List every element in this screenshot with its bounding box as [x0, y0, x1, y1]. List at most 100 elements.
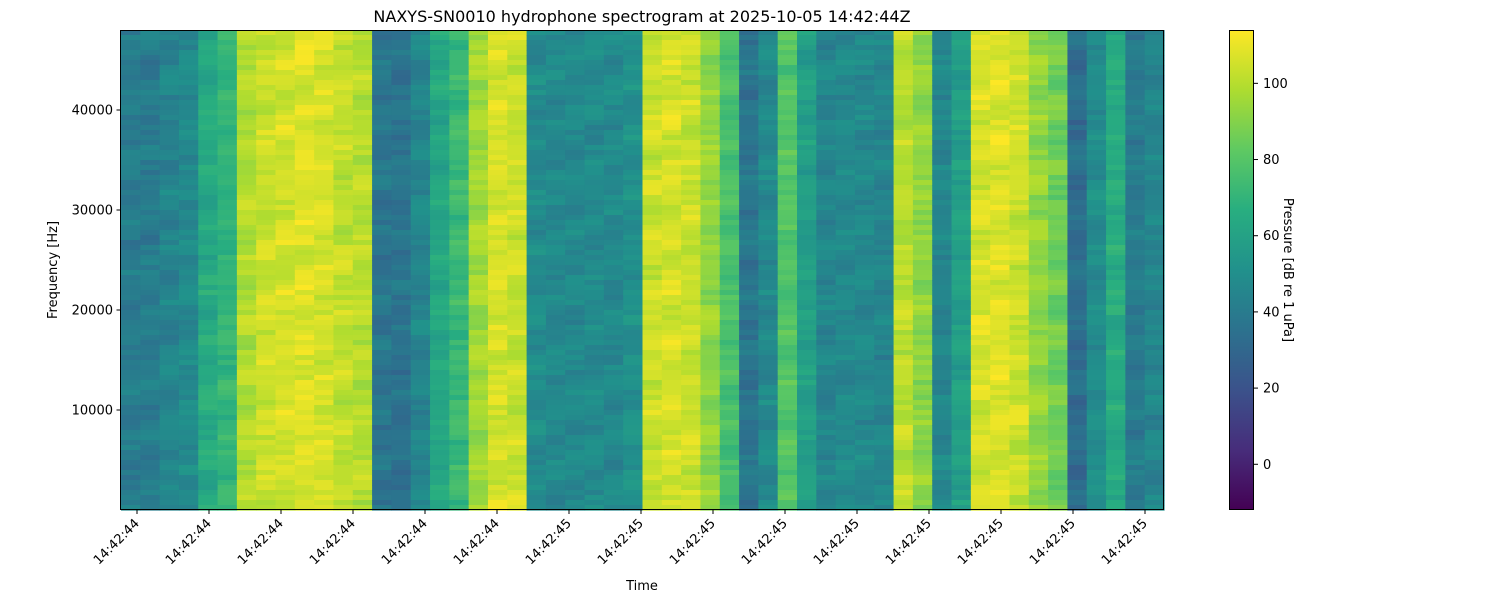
heatmap-cell: [140, 65, 161, 71]
heatmap-cell: [603, 485, 624, 491]
heatmap-cell: [990, 65, 1011, 71]
heatmap-cell: [1106, 145, 1126, 151]
heatmap-cell: [1086, 215, 1107, 221]
heatmap-cell: [449, 440, 470, 446]
heatmap-cell: [198, 365, 219, 371]
heatmap-cell: [121, 325, 141, 331]
heatmap-cell: [874, 485, 895, 491]
heatmap-cell: [333, 30, 354, 36]
heatmap-cell: [352, 460, 373, 466]
heatmap-cell: [565, 225, 586, 231]
heatmap-cell: [1048, 155, 1069, 161]
heatmap-cell: [565, 70, 586, 76]
heatmap-cell: [565, 120, 586, 126]
heatmap-cell: [700, 85, 721, 91]
heatmap-cell: [449, 425, 470, 431]
heatmap-cell: [719, 250, 740, 256]
heatmap-cell: [681, 370, 702, 376]
heatmap-cell: [874, 375, 895, 381]
heatmap-cell: [198, 290, 219, 296]
heatmap-cell: [700, 195, 721, 201]
heatmap-cell: [681, 210, 702, 216]
heatmap-cell: [236, 335, 257, 341]
heatmap-cell: [410, 150, 431, 156]
heatmap-cell: [333, 240, 354, 246]
heatmap-cell: [468, 170, 489, 176]
heatmap-cell: [178, 280, 199, 286]
heatmap-cell: [700, 75, 721, 81]
heatmap-cell: [758, 325, 779, 331]
heatmap-cell: [526, 170, 547, 176]
heatmap-cell: [1086, 205, 1107, 211]
heatmap-cell: [410, 415, 431, 421]
heatmap-cell: [159, 430, 180, 436]
heatmap-cell: [256, 345, 277, 351]
heatmap-cell: [990, 350, 1011, 356]
heatmap-cell: [121, 130, 141, 136]
heatmap-cell: [700, 40, 721, 46]
heatmap-cell: [1106, 65, 1126, 71]
heatmap-cell: [893, 175, 914, 181]
heatmap-cell: [932, 505, 953, 511]
heatmap-cell: [256, 245, 277, 251]
heatmap-cell: [990, 365, 1011, 371]
heatmap-cell: [1009, 475, 1030, 481]
heatmap-cell: [217, 330, 238, 336]
heatmap-cell: [623, 130, 644, 136]
heatmap-cell: [410, 455, 431, 461]
heatmap-cell: [352, 410, 373, 416]
heatmap-cell: [430, 190, 450, 196]
heatmap-cell: [217, 210, 238, 216]
heatmap-cell: [912, 240, 933, 246]
heatmap-cell: [970, 310, 991, 316]
heatmap-cell: [719, 105, 740, 111]
heatmap-cell: [816, 60, 837, 66]
heatmap-cell: [951, 120, 972, 126]
heatmap-cell: [275, 95, 296, 101]
heatmap-cell: [1067, 45, 1088, 51]
heatmap-cell: [970, 490, 991, 496]
heatmap-cell: [217, 310, 238, 316]
heatmap-cell: [835, 145, 856, 151]
heatmap-cell: [275, 470, 296, 476]
heatmap-cell: [681, 165, 702, 171]
heatmap-cell: [507, 400, 528, 406]
heatmap-cell: [584, 440, 605, 446]
heatmap-cell: [545, 255, 566, 261]
heatmap-cell: [449, 95, 470, 101]
heatmap-cell: [565, 430, 586, 436]
heatmap-cell: [410, 315, 431, 321]
heatmap-cell: [893, 500, 914, 506]
heatmap-cell: [1028, 370, 1049, 376]
heatmap-cell: [912, 110, 933, 116]
heatmap-cell: [1106, 395, 1126, 401]
heatmap-cell: [758, 140, 779, 146]
heatmap-cell: [391, 245, 412, 251]
heatmap-cell: [217, 440, 238, 446]
heatmap-cell: [623, 310, 644, 316]
heatmap-cell: [661, 325, 682, 331]
heatmap-cell: [314, 480, 335, 486]
heatmap-cell: [797, 100, 817, 106]
heatmap-cell: [1106, 305, 1126, 311]
heatmap-cell: [352, 60, 373, 66]
heatmap-cell: [545, 230, 566, 236]
heatmap-cell: [777, 145, 798, 151]
heatmap-cell: [623, 430, 644, 436]
heatmap-cell: [816, 270, 837, 276]
heatmap-cell: [352, 445, 373, 451]
heatmap-cell: [1028, 485, 1049, 491]
heatmap-cell: [1048, 300, 1069, 306]
heatmap-cell: [623, 155, 644, 161]
heatmap-cell: [932, 335, 953, 341]
heatmap-cell: [430, 95, 450, 101]
heatmap-cell: [487, 335, 508, 341]
heatmap-cell: [294, 310, 315, 316]
heatmap-cell: [294, 275, 315, 281]
heatmap-cell: [507, 195, 528, 201]
heatmap-cell: [584, 115, 605, 121]
heatmap-cell: [1106, 480, 1126, 486]
heatmap-cell: [159, 75, 180, 81]
heatmap-cell: [352, 205, 373, 211]
heatmap-cell: [468, 375, 489, 381]
